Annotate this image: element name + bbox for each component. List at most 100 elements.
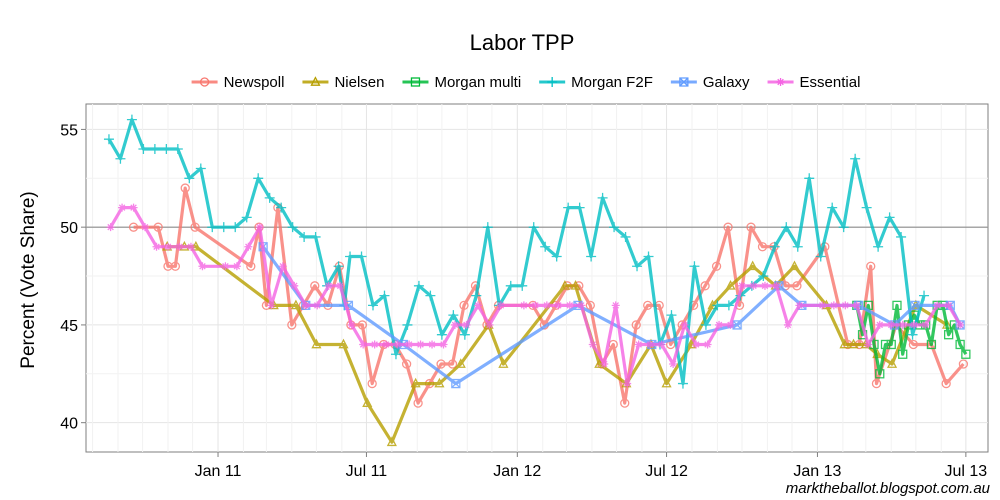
data-point-essential <box>887 320 896 329</box>
data-point-morgan-f2f <box>253 173 264 184</box>
data-point-morgan-f2f <box>379 290 390 301</box>
data-point-nielsen <box>410 377 421 388</box>
data-point-morgan-f2f <box>482 222 493 233</box>
data-point-nielsen <box>498 358 509 368</box>
data-point-morgan-f2f <box>804 173 815 184</box>
data-point-essential <box>715 320 724 329</box>
data-point-essential <box>669 360 678 369</box>
data-point-essential <box>290 281 299 290</box>
data-point-essential <box>554 301 563 310</box>
data-point-nielsen <box>886 358 898 368</box>
data-point-galaxy <box>451 378 461 389</box>
data-point-nielsen <box>661 377 672 388</box>
data-point-newspoll <box>401 359 412 369</box>
data-point-morgan-f2f <box>540 241 551 252</box>
data-point-essential <box>933 301 942 310</box>
y-axis-label: Percent (Vote Share) <box>18 191 39 368</box>
data-point-newspoll <box>711 261 722 271</box>
data-point-morgan-multi <box>961 349 971 359</box>
data-point-essential <box>141 223 150 232</box>
data-point-morgan-f2f <box>230 222 241 233</box>
data-point-essential <box>783 320 792 329</box>
data-point-newspoll <box>958 359 969 369</box>
data-point-essential <box>852 301 861 310</box>
data-point-morgan-multi <box>943 330 954 340</box>
data-point-morgan-f2f <box>356 251 367 262</box>
x-tick-label: Jul 13 <box>945 463 988 480</box>
data-point-morgan-f2f <box>126 114 137 125</box>
data-point-morgan-f2f <box>138 143 149 154</box>
grid <box>86 104 988 452</box>
data-point-morgan-f2f <box>276 202 287 213</box>
data-point-morgan-f2f <box>643 251 654 262</box>
data-point-morgan-f2f <box>666 310 677 321</box>
data-point-nielsen <box>338 338 349 349</box>
data-point-essential <box>232 262 241 271</box>
data-point-newspoll <box>180 183 190 193</box>
data-point-morgan-f2f <box>287 222 298 233</box>
chart-title: Labor TPP <box>470 30 575 55</box>
y-tick-label: 50 <box>60 220 78 237</box>
data-point-morgan-f2f <box>368 300 378 311</box>
data-point-newspoll <box>310 281 320 291</box>
data-point-newspoll <box>459 300 469 311</box>
data-point-essential <box>738 281 746 290</box>
data-point-essential <box>405 340 414 349</box>
data-point-essential <box>451 320 459 329</box>
series-layer <box>103 114 971 447</box>
data-point-morgan-f2f <box>620 231 631 242</box>
data-point-morgan-f2f <box>769 241 780 252</box>
data-point-morgan-f2f <box>345 251 356 262</box>
data-point-essential <box>382 340 391 349</box>
data-point-morgan-f2f <box>517 280 528 291</box>
data-point-newspoll <box>447 359 458 369</box>
data-point-morgan-f2f <box>700 319 711 330</box>
data-point-nielsen <box>362 397 373 407</box>
data-point-essential <box>278 262 287 271</box>
data-point-morgan-f2f <box>792 241 803 252</box>
data-point-morgan-f2f <box>149 143 160 154</box>
data-point-essential <box>864 340 873 349</box>
data-point-morgan-f2f <box>448 310 459 321</box>
data-point-essential <box>875 320 884 329</box>
legend-marker-newspoll <box>199 77 210 87</box>
data-point-morgan-f2f <box>850 153 861 164</box>
data-point-essential <box>221 262 230 271</box>
data-point-essential <box>301 301 310 310</box>
legend-marker-essential <box>776 78 785 86</box>
data-point-galaxy <box>732 320 742 330</box>
data-point-nielsen <box>434 377 445 388</box>
data-point-essential <box>519 301 528 310</box>
data-point-essential <box>657 340 666 349</box>
data-point-essential <box>921 320 930 329</box>
data-point-morgan-f2f <box>563 202 574 213</box>
legend-label-newspoll: Newspoll <box>224 74 285 91</box>
data-point-essential <box>898 320 907 329</box>
data-point-essential <box>703 340 712 349</box>
data-point-newspoll <box>866 261 876 271</box>
data-point-morgan-f2f <box>413 280 424 291</box>
series-line-nielsen <box>167 245 948 444</box>
data-point-newspoll <box>413 398 423 408</box>
data-point-newspoll <box>871 378 882 389</box>
data-point-morgan-f2f <box>907 329 918 340</box>
data-point-essential <box>496 301 505 310</box>
data-point-newspoll <box>436 359 446 369</box>
data-point-morgan-f2f <box>161 143 172 154</box>
data-point-morgan-f2f <box>677 378 688 389</box>
data-point-essential <box>944 301 953 310</box>
data-point-morgan-f2f <box>632 261 643 272</box>
data-point-newspoll <box>631 320 641 330</box>
data-point-nielsen <box>559 280 570 290</box>
legend-item-galaxy: Galaxy <box>670 74 750 91</box>
data-point-morgan-f2f <box>436 329 447 340</box>
data-point-nielsen <box>789 260 800 271</box>
data-point-essential <box>680 320 689 329</box>
data-point-morgan-f2f <box>425 290 436 301</box>
legend: Newspoll Nielsen Morgan multi Morgan F2F Gal… <box>191 74 860 91</box>
data-point-morgan-f2f <box>241 212 252 223</box>
data-point-morgan-multi <box>880 339 891 350</box>
data-point-essential <box>416 340 425 349</box>
data-point-newspoll <box>757 242 768 252</box>
data-point-newspoll <box>941 378 951 389</box>
